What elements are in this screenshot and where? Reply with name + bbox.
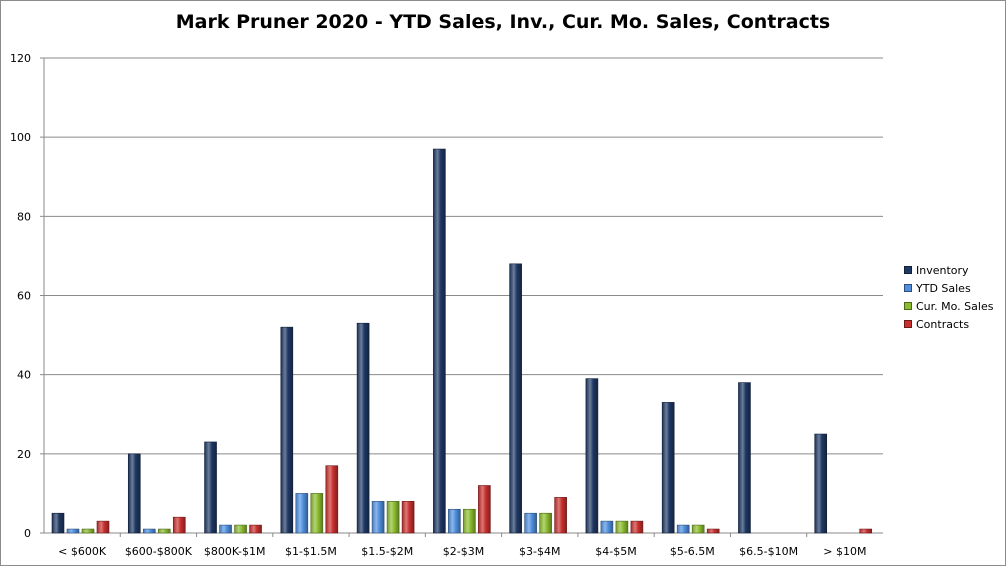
chart-title: Mark Pruner 2020 - YTD Sales, Inv., Cur.… (175, 11, 831, 33)
legend-item: YTD Sales (904, 279, 993, 297)
bar-cur-mo-sales (310, 493, 324, 534)
bar-contracts (554, 497, 567, 534)
bar-ytd-sales (142, 528, 156, 534)
y-tick-label: 120 (10, 52, 31, 65)
y-tick-label: 60 (17, 290, 31, 303)
bar-contracts (401, 501, 415, 534)
x-tick-label: $1-$1.5M (285, 545, 337, 558)
x-tick-label: $2-$3M (443, 545, 484, 558)
bar-ytd-sales (524, 512, 537, 534)
y-tick-label: 0 (24, 527, 31, 540)
bar-cur-mo-sales (615, 520, 629, 534)
legend-item: Inventory (904, 261, 993, 279)
x-tick-label: $600-$800K (125, 545, 193, 558)
x-tick-label: $6.5-$10M (739, 545, 798, 558)
bar-inventory (356, 322, 370, 534)
bar-contracts (96, 520, 110, 534)
legend-label: Cur. Mo. Sales (916, 299, 994, 313)
bar-contracts (859, 528, 873, 534)
bar-cur-mo-sales (157, 528, 171, 534)
bar-contracts (706, 528, 720, 534)
bar-cur-mo-sales (463, 508, 476, 534)
bar-contracts (172, 516, 186, 534)
legend-swatch (904, 266, 912, 274)
bar-ytd-sales (448, 508, 461, 534)
y-tick-label: 20 (17, 448, 31, 461)
bar-cur-mo-sales (234, 524, 247, 534)
legend-item: Contracts (904, 315, 993, 333)
bar-ytd-sales (371, 501, 385, 534)
bar-ytd-sales (219, 524, 232, 534)
bar-inventory (127, 453, 141, 534)
legend-item: Cur. Mo. Sales (904, 297, 993, 315)
bar-inventory (51, 512, 65, 534)
legend-swatch (904, 302, 912, 310)
x-tick-label: $4-$5M (595, 545, 636, 558)
bar-ytd-sales (600, 520, 614, 534)
bar-inventory (433, 148, 446, 534)
bar-cur-mo-sales (539, 512, 552, 534)
bar-cur-mo-sales (386, 501, 400, 534)
bar-contracts (630, 520, 644, 534)
bar-ytd-sales (66, 528, 80, 534)
x-tick-label: $5-6.5M (670, 545, 715, 558)
y-tick-label: 100 (10, 131, 31, 144)
y-tick-label: 40 (17, 369, 31, 382)
x-tick-label: > $10M (823, 545, 866, 558)
bar-contracts (478, 485, 491, 534)
legend-label: Inventory (916, 263, 969, 277)
bar-inventory (585, 378, 599, 534)
bar-contracts (325, 465, 339, 534)
bar-inventory (661, 402, 675, 534)
legend-swatch (904, 320, 912, 328)
bar-contracts (249, 524, 262, 534)
bar-inventory (738, 382, 751, 534)
bar-cur-mo-sales (691, 524, 705, 534)
bar-inventory (814, 433, 828, 534)
x-tick-label: < $600K (58, 545, 107, 558)
x-tick-label: $3-$4M (519, 545, 560, 558)
legend-label: Contracts (916, 317, 970, 331)
y-tick-label: 80 (17, 210, 31, 223)
bar-ytd-sales (295, 493, 309, 534)
bar-inventory (280, 326, 294, 534)
bar-ytd-sales (676, 524, 690, 534)
legend-swatch (904, 284, 912, 292)
x-tick-label: $800K-$1M (204, 545, 266, 558)
legend-label: YTD Sales (916, 281, 971, 295)
bar-inventory (509, 263, 522, 534)
bar-inventory (204, 441, 217, 534)
legend: Inventory YTD Sales Cur. Mo. Sales Contract… (904, 261, 993, 333)
x-tick-label: $1.5-$2M (361, 545, 413, 558)
bar-cur-mo-sales (81, 528, 95, 534)
